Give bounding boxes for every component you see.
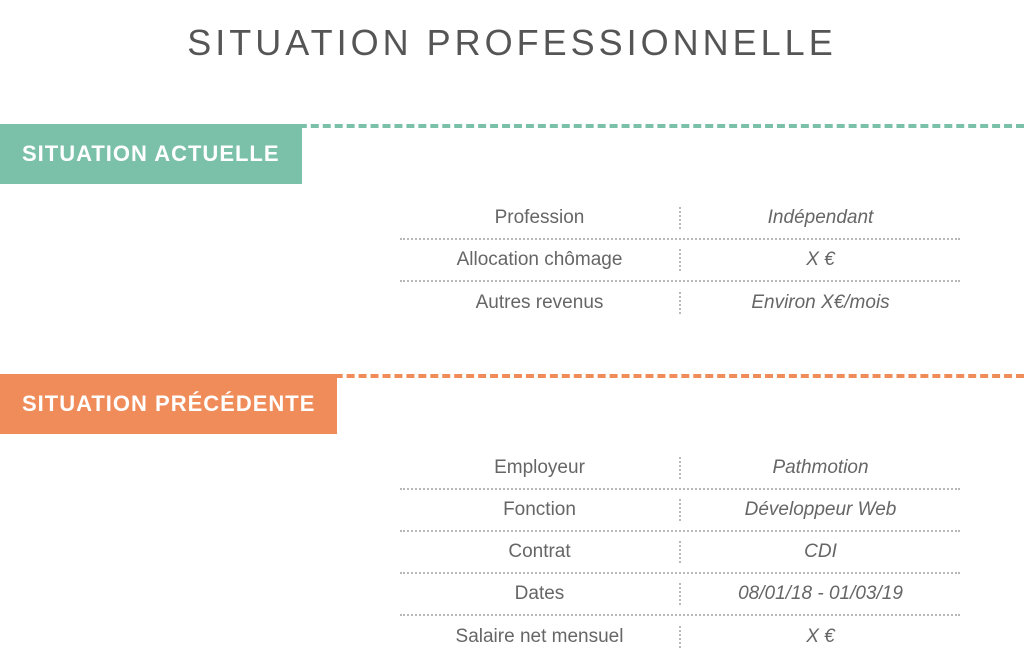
row-label: Contrat <box>400 541 681 563</box>
table-row: Profession Indépendant <box>400 198 960 240</box>
info-table: Profession Indépendant Allocation chômag… <box>400 198 960 324</box>
section-current: SITUATION ACTUELLE Profession Indépendan… <box>0 124 1024 324</box>
table-row: Salaire net mensuel X € <box>400 616 960 658</box>
row-value: Développeur Web <box>681 499 960 521</box>
section-header: SITUATION ACTUELLE <box>0 124 1024 184</box>
row-label: Autres revenus <box>400 292 681 314</box>
table-row: Allocation chômage X € <box>400 240 960 282</box>
row-label: Profession <box>400 207 681 229</box>
table-row: Employeur Pathmotion <box>400 448 960 490</box>
row-label: Dates <box>400 583 681 605</box>
row-value: Indépendant <box>681 207 960 229</box>
table-row: Fonction Développeur Web <box>400 490 960 532</box>
table-row: Autres revenus Environ X€/mois <box>400 282 960 324</box>
row-value: 08/01/18 - 01/03/19 <box>681 583 960 605</box>
table-row: Dates 08/01/18 - 01/03/19 <box>400 574 960 616</box>
row-value: CDI <box>681 541 960 563</box>
row-label: Fonction <box>400 499 681 521</box>
row-label: Salaire net mensuel <box>400 626 681 648</box>
row-value: Environ X€/mois <box>681 292 960 314</box>
row-label: Employeur <box>400 457 681 479</box>
table-row: Contrat CDI <box>400 532 960 574</box>
row-value: X € <box>681 626 960 648</box>
section-badge: SITUATION PRÉCÉDENTE <box>0 374 337 434</box>
section-badge: SITUATION ACTUELLE <box>0 124 302 184</box>
section-header: SITUATION PRÉCÉDENTE <box>0 374 1024 434</box>
section-previous: SITUATION PRÉCÉDENTE Employeur Pathmotio… <box>0 374 1024 658</box>
row-value: X € <box>681 249 960 271</box>
row-label: Allocation chômage <box>400 249 681 271</box>
info-table: Employeur Pathmotion Fonction Développeu… <box>400 448 960 658</box>
page-title: SITUATION PROFESSIONNELLE <box>0 0 1024 74</box>
row-value: Pathmotion <box>681 457 960 479</box>
